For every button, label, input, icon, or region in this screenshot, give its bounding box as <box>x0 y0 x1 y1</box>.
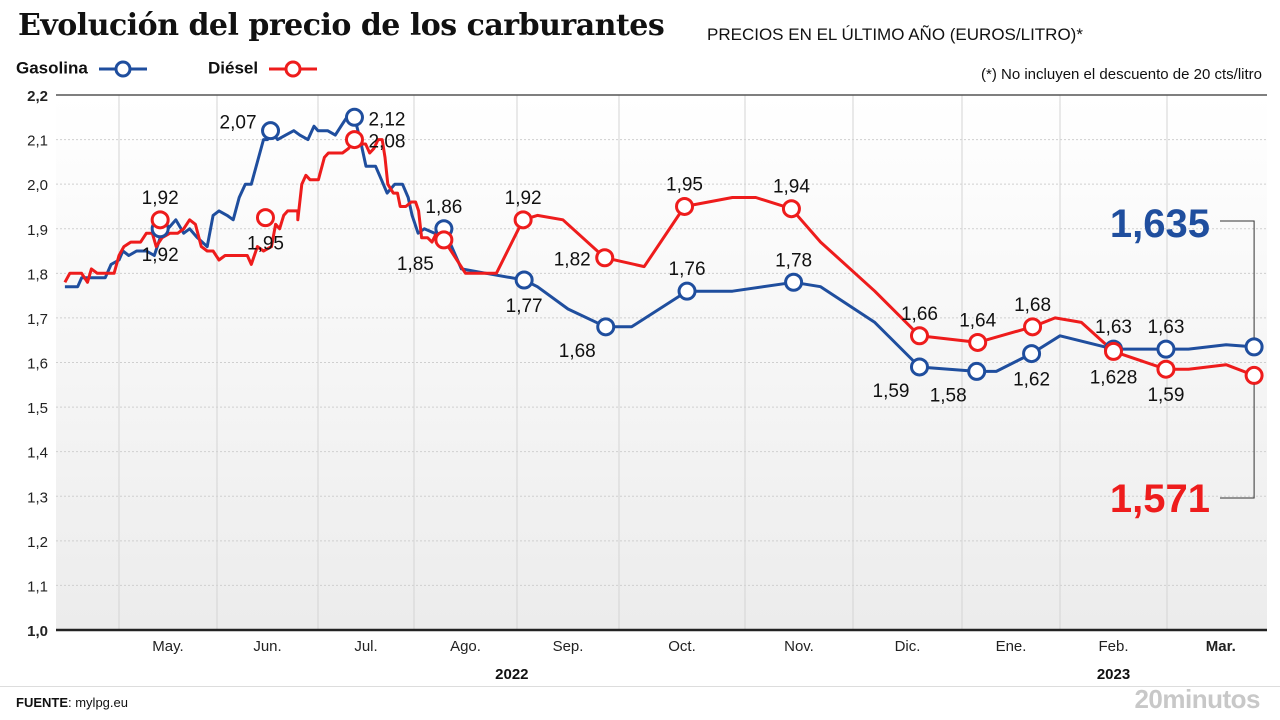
data-label-gasolina: 1,86 <box>425 197 462 218</box>
x-tick-label: Feb. <box>1098 638 1128 655</box>
end-value-gasolina: 1,635 <box>1110 202 1210 246</box>
marker-gasolina <box>967 361 987 381</box>
data-label-gasolina: 1,78 <box>775 250 812 271</box>
brand-logo: 20minutos <box>1134 684 1260 714</box>
x-tick-label: Oct. <box>668 638 696 655</box>
legend-label-gasolina: Gasolina <box>16 58 88 78</box>
y-tick-label: 1,5 <box>27 400 48 417</box>
marker-diesel <box>968 332 988 352</box>
marker-gasolina <box>344 107 364 127</box>
x-tick-label: Mar. <box>1206 638 1236 655</box>
data-label-gasolina: 1,62 <box>1013 370 1050 391</box>
y-tick-label: 2,2 <box>27 88 48 105</box>
marker-gasolina <box>1156 339 1176 359</box>
marker-diesel <box>1244 365 1264 385</box>
year-label: 2022 <box>495 666 528 683</box>
marker-diesel <box>909 326 929 346</box>
y-tick-label: 2,1 <box>27 133 48 150</box>
data-label-gasolina: 2,12 <box>368 109 405 130</box>
y-tick-label: 1,3 <box>27 489 48 506</box>
year-label: 2023 <box>1097 666 1130 683</box>
y-tick-label: 2,0 <box>27 177 48 194</box>
line-chart: 1,0 1,1 1,2 1,3 1,4 1,5 1,6 1,7 1,8 1,9 2,0 2,1 2,2 M… <box>27 88 1267 683</box>
marker-gasolina <box>1244 337 1264 357</box>
x-tick-label: Ene. <box>996 638 1027 655</box>
callout-leader-diesel <box>1220 384 1255 499</box>
data-label-gasolina: 1,63 <box>1147 317 1184 338</box>
marker-gasolina <box>909 357 929 377</box>
marker-gasolina <box>261 121 281 141</box>
marker-diesel <box>595 248 615 268</box>
chart-title: Evolución del precio de los carburantes <box>18 8 665 43</box>
data-label-gasolina: 1,77 <box>506 296 543 317</box>
data-label-diesel: 1,95 <box>247 234 284 255</box>
legend-label-diesel: Diésel <box>208 58 259 78</box>
x-tick-label: Ago. <box>450 638 481 655</box>
data-label-diesel: 1,628 <box>1090 367 1138 388</box>
marker-gasolina <box>514 270 534 290</box>
data-label-diesel: 2,08 <box>368 132 405 153</box>
data-label-diesel: 1,64 <box>959 310 996 331</box>
y-tick-label: 1,0 <box>27 623 48 640</box>
footer-divider <box>0 686 1280 687</box>
data-label-gasolina: 2,07 <box>220 113 257 134</box>
x-tick-label: Jun. <box>253 638 281 655</box>
footnote: (*) No incluyen el descuento de 20 cts/l… <box>981 66 1262 83</box>
y-tick-label: 1,8 <box>27 266 48 283</box>
marker-gasolina <box>677 281 697 301</box>
marker-gasolina <box>1022 344 1042 364</box>
end-value-diesel: 1,571 <box>1110 477 1210 521</box>
data-label-diesel: 1,82 <box>554 250 591 271</box>
marker-gasolina <box>596 317 616 337</box>
x-tick-label: Sep. <box>553 638 584 655</box>
y-tick-label: 1,9 <box>27 222 48 239</box>
data-label-gasolina: 1,63 <box>1095 317 1132 338</box>
marker-diesel <box>150 210 170 230</box>
data-label-diesel: 1,68 <box>1014 295 1051 316</box>
marker-gasolina <box>784 272 804 292</box>
data-label-diesel: 1,92 <box>142 188 179 209</box>
y-tick-label: 1,4 <box>27 445 48 462</box>
x-tick-label: May. <box>152 638 183 655</box>
data-label-gasolina: 1,58 <box>930 385 967 406</box>
y-tick-label: 1,7 <box>27 311 48 328</box>
legend-item-diesel: Diésel <box>208 58 319 79</box>
marker-diesel <box>255 208 275 228</box>
marker-diesel <box>781 199 801 219</box>
data-label-diesel: 1,92 <box>505 188 542 209</box>
data-label-diesel: 1,95 <box>666 174 703 195</box>
legend-marker-gasolina-icon <box>98 60 147 78</box>
data-label-gasolina: 1,68 <box>559 341 596 362</box>
marker-diesel <box>434 230 454 250</box>
legend-marker-diesel-icon <box>268 60 317 78</box>
y-tick-label: 1,6 <box>27 356 48 373</box>
data-label-diesel: 1,59 <box>1147 385 1184 406</box>
x-tick-label: Dic. <box>895 638 921 655</box>
y-tick-label: 1,2 <box>27 534 48 551</box>
source-label: FUENTE <box>16 695 68 710</box>
marker-diesel <box>675 196 695 216</box>
x-tick-label: Jul. <box>354 638 377 655</box>
y-tick-label: 1,1 <box>27 578 48 595</box>
data-label-diesel: 1,66 <box>901 304 938 325</box>
legend-item-gasolina: Gasolina <box>16 58 149 79</box>
marker-diesel <box>1156 359 1176 379</box>
data-label-gasolina: 1,92 <box>142 245 179 266</box>
marker-diesel <box>1104 341 1123 361</box>
callout-leader-gasolina <box>1220 220 1255 338</box>
marker-diesel <box>513 210 533 230</box>
chart-subtitle: PRECIOS EN EL ÚLTIMO AÑO (EUROS/LITRO)* <box>707 25 1083 44</box>
marker-diesel <box>344 130 364 150</box>
data-label-diesel: 1,94 <box>773 177 810 198</box>
source-note: FUENTE: mylpg.eu <box>16 695 128 710</box>
x-tick-label: Nov. <box>784 638 814 655</box>
marker-diesel <box>1023 317 1043 337</box>
data-label-diesel: 1,85 <box>397 254 434 275</box>
data-label-gasolina: 1,76 <box>669 259 706 280</box>
source-value: : mylpg.eu <box>68 695 128 710</box>
data-label-gasolina: 1,59 <box>873 381 910 402</box>
